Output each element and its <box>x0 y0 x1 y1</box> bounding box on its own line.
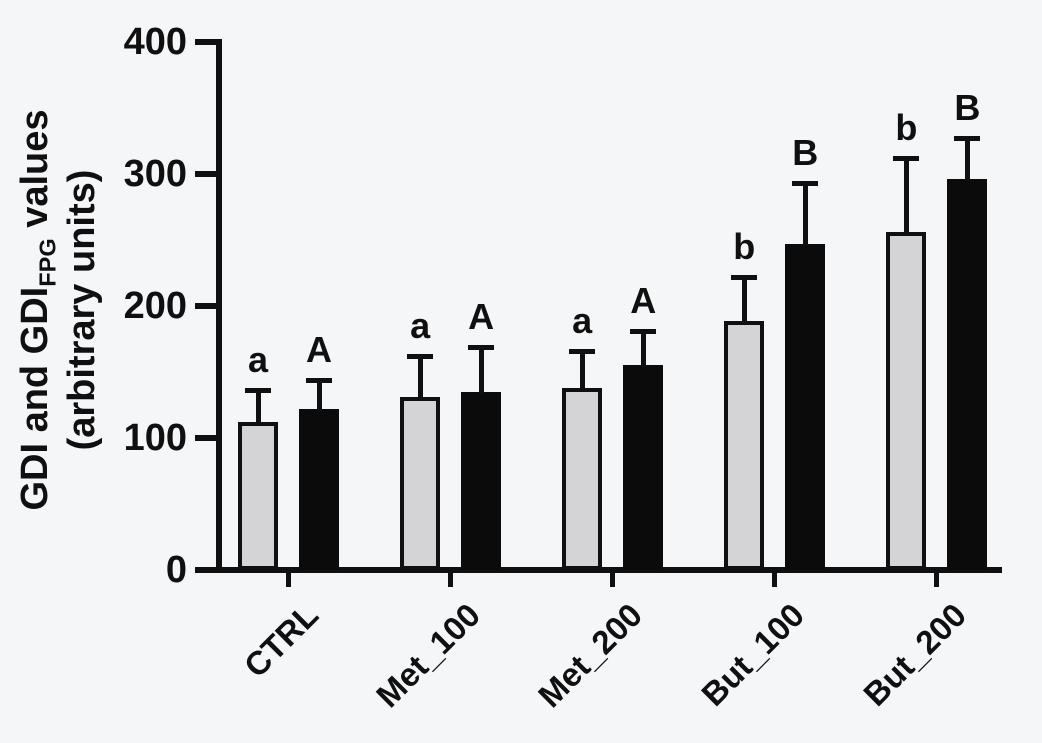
bar-gdi_fpg-ctrl <box>299 408 339 570</box>
bar-gdi-ctrl <box>238 422 278 570</box>
y-tick-label: 200 <box>123 285 187 327</box>
significance-letter: b <box>895 107 918 149</box>
error-bar <box>640 331 646 368</box>
significance-letter: a <box>572 299 593 341</box>
error-bar <box>802 183 808 246</box>
y-tick <box>195 303 216 309</box>
error-bar-cap <box>731 274 758 280</box>
error-bar-cap <box>245 388 271 394</box>
x-tick <box>934 573 940 587</box>
error-bar <box>741 276 747 323</box>
bar-chart-figure: GDI and GDIFPG values (arbitrary units) … <box>14 21 1002 714</box>
significance-letter: a <box>247 339 269 381</box>
y-tick-label: 300 <box>123 153 187 195</box>
significance-letter: B <box>792 132 819 174</box>
significance-letter: B <box>954 87 981 129</box>
y-tick <box>195 171 216 177</box>
significance-letter: A <box>630 280 657 322</box>
error-bar <box>255 390 261 425</box>
significance-letter: A <box>306 328 332 370</box>
bar-gdi_fpg-but_200 <box>947 179 988 570</box>
bar-gdi-but_100 <box>724 320 765 570</box>
error-bar-cap <box>630 329 657 335</box>
x-axis-line <box>195 567 1002 573</box>
error-bar <box>417 356 423 400</box>
y-tick <box>195 435 216 441</box>
bar-gdi_fpg-met_200 <box>623 365 664 570</box>
error-bar-cap <box>569 348 596 354</box>
error-bar <box>964 138 970 182</box>
error-bar-cap <box>893 156 920 162</box>
error-bar-cap <box>954 136 981 142</box>
y-axis-line <box>216 39 222 573</box>
x-tick-label: Met_100 <box>368 596 487 715</box>
x-tick <box>772 573 778 587</box>
x-tick-label: Met_200 <box>530 596 649 715</box>
x-tick <box>286 573 291 587</box>
y-tick <box>195 39 216 45</box>
y-tick-label: 400 <box>123 21 187 63</box>
bar-gdi-but_200 <box>886 232 927 570</box>
error-bar-cap <box>407 354 434 360</box>
significance-letter: b <box>733 225 756 267</box>
x-tick-label: But_100 <box>694 596 811 713</box>
y-tick-label: 0 <box>165 549 187 591</box>
x-tick-label: But_200 <box>856 596 974 713</box>
error-bar <box>478 346 484 394</box>
x-tick <box>610 573 616 587</box>
bar-gdi-met_100 <box>400 397 441 570</box>
error-bar-cap <box>468 344 495 350</box>
bar-gdi_fpg-but_100 <box>785 243 826 570</box>
significance-letter: a <box>410 305 431 347</box>
error-bar <box>903 158 909 235</box>
x-tick <box>448 573 454 587</box>
bar-gdi-met_200 <box>562 387 603 570</box>
error-bar-cap <box>792 181 819 187</box>
plot-area: 0 100 200 300 400 CTRL Met_100 Met_200 But_100 Bu… <box>123 21 1002 714</box>
x-tick-label: CTRL <box>236 596 325 685</box>
y-tick-label: 100 <box>123 417 187 459</box>
significance-letter: A <box>468 295 495 337</box>
y-tick <box>195 567 216 573</box>
error-bar-cap <box>306 377 332 383</box>
bar-gdi_fpg-met_100 <box>461 391 502 570</box>
error-bar <box>316 379 322 411</box>
error-bar <box>579 350 585 390</box>
